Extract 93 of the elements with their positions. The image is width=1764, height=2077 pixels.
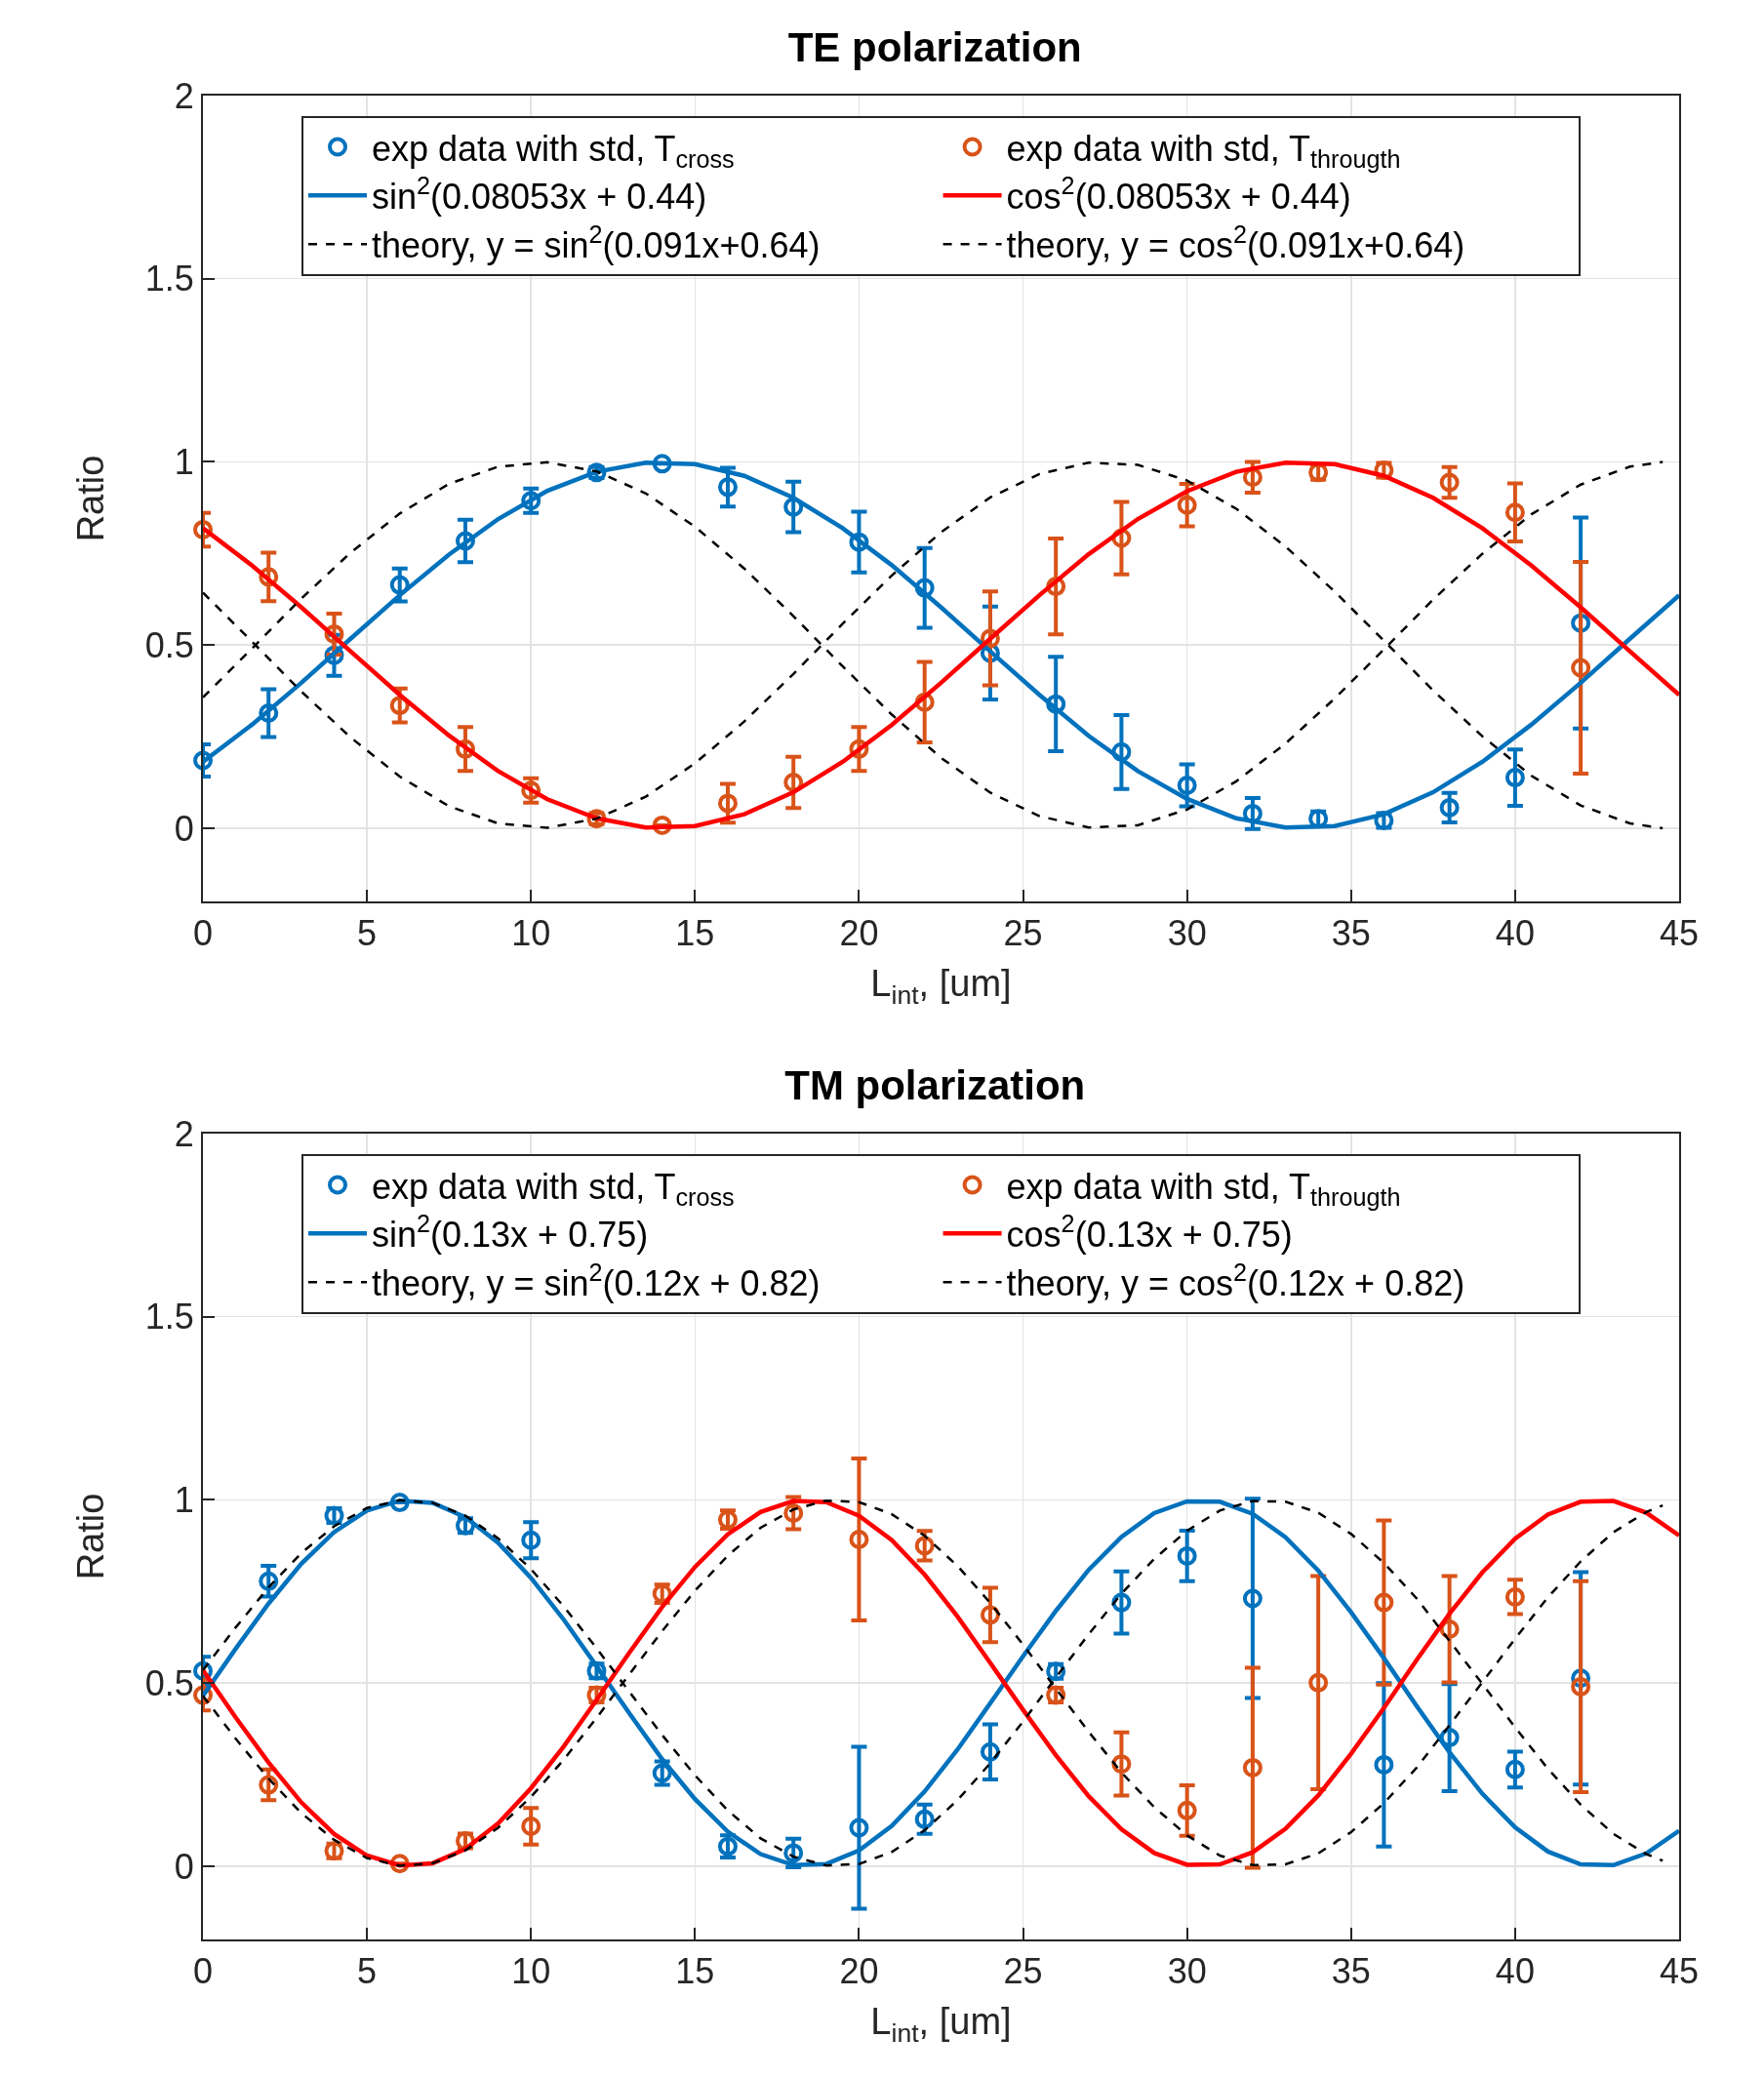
- legend-label: cos$^{2}$(0.08053x + 0.44): [1006, 172, 1351, 218]
- point: [389, 1493, 410, 1513]
- point: [455, 531, 475, 551]
- legend-label: theory, y = sin$^{2}$(0.091x+0.64): [372, 220, 821, 266]
- point: [389, 575, 410, 595]
- x-axis-title: L$_{int}$, [um]: [870, 2000, 1012, 2048]
- point: [1111, 1592, 1132, 1613]
- x-axis-title: L$_{int}$, [um]: [870, 962, 1012, 1010]
- point: [717, 477, 738, 498]
- x-tick-label: 20: [839, 913, 879, 954]
- point: [259, 703, 279, 724]
- legend-label: theory, y = sin$^{2}$(0.12x + 0.82): [372, 1258, 821, 1304]
- point: [849, 532, 869, 552]
- chart-title: TE polarization: [787, 23, 1082, 70]
- point: [1046, 694, 1066, 714]
- point: [717, 793, 738, 814]
- legend-label: sin$^{2}$(0.13x + 0.75): [372, 1210, 649, 1256]
- y-axis-title: Ratio: [70, 455, 112, 542]
- point: [521, 491, 541, 511]
- point: [193, 519, 213, 539]
- x-tick-label: 10: [511, 1951, 551, 1992]
- legend-label: exp data with std, T$_{througth}$: [1006, 1166, 1401, 1212]
- point: [914, 1536, 935, 1556]
- chart-title: TM polarization: [784, 1061, 1086, 1108]
- y-tick-label: 0.5: [144, 1662, 194, 1703]
- y-tick-label: 0: [174, 808, 194, 849]
- x-tick-label: 15: [675, 1951, 715, 1992]
- point: [783, 1502, 804, 1523]
- point: [1374, 1592, 1394, 1613]
- point: [1177, 495, 1197, 515]
- legend-label: exp data with std, T$_{cross}$: [372, 128, 735, 174]
- x-tick-label: 40: [1495, 1951, 1535, 1992]
- point: [1111, 1754, 1132, 1775]
- point: [1504, 1586, 1525, 1607]
- x-tick-label: 25: [1003, 913, 1043, 954]
- y-tick-label: 2: [174, 75, 194, 116]
- x-tick-label: 15: [675, 913, 715, 954]
- point: [1177, 775, 1197, 795]
- point: [1242, 803, 1263, 823]
- x-tick-label: 30: [1167, 913, 1207, 954]
- x-tick-label: 30: [1167, 1951, 1207, 1992]
- point: [849, 1817, 869, 1838]
- point: [1504, 768, 1525, 788]
- point: [193, 750, 213, 771]
- y-tick-label: 1.5: [144, 1297, 194, 1338]
- y-tick-label: 0.5: [144, 624, 194, 665]
- legend-label: sin$^{2}$(0.08053x + 0.44): [372, 172, 707, 218]
- point: [783, 497, 804, 517]
- point: [1111, 741, 1132, 762]
- point: [914, 1809, 935, 1829]
- point: [1177, 1545, 1197, 1566]
- point: [652, 454, 672, 474]
- x-tick-label: 45: [1659, 1951, 1700, 1992]
- point: [652, 1763, 672, 1783]
- y-tick-label: 2: [174, 1113, 194, 1154]
- legend-label: theory, y = cos$^{2}$(0.12x + 0.82): [1006, 1258, 1465, 1304]
- x-tick-label: 10: [511, 913, 551, 954]
- legend-label: exp data with std, T$_{througth}$: [1006, 128, 1401, 174]
- point: [1374, 1754, 1394, 1775]
- point: [1571, 1676, 1591, 1697]
- x-tick-label: 35: [1331, 1951, 1371, 1992]
- point: [1242, 1757, 1263, 1777]
- point: [914, 578, 935, 598]
- x-tick-label: 25: [1003, 1951, 1043, 1992]
- y-tick-label: 0: [174, 1846, 194, 1887]
- point: [1504, 1759, 1525, 1779]
- point: [521, 1530, 541, 1550]
- x-tick-label: 35: [1331, 913, 1371, 954]
- point: [1439, 472, 1460, 493]
- y-tick-label: 1: [174, 1480, 194, 1521]
- x-tick-label: 5: [357, 1951, 378, 1992]
- x-tick-label: 45: [1659, 913, 1700, 954]
- x-tick-label: 5: [357, 913, 378, 954]
- legend-label: exp data with std, T$_{cross}$: [372, 1166, 735, 1212]
- point: [1308, 1672, 1329, 1693]
- point: [259, 1571, 279, 1591]
- point: [521, 1816, 541, 1836]
- y-tick-label: 1.5: [144, 259, 194, 300]
- point: [1571, 658, 1591, 678]
- point: [783, 1843, 804, 1863]
- legend-label: theory, y = cos$^{2}$(0.091x+0.64): [1006, 220, 1465, 266]
- point: [1504, 502, 1525, 523]
- x-tick-label: 40: [1495, 913, 1535, 954]
- point: [259, 1775, 279, 1795]
- point: [1242, 1588, 1263, 1609]
- point: [1439, 1728, 1460, 1748]
- y-axis-title: Ratio: [70, 1493, 112, 1580]
- x-tick-label: 20: [839, 1951, 879, 1992]
- point: [1177, 1800, 1197, 1820]
- legend-label: cos$^{2}$(0.13x + 0.75): [1006, 1210, 1293, 1256]
- y-tick-label: 1: [174, 442, 194, 483]
- point: [849, 1530, 869, 1549]
- point: [1439, 797, 1460, 818]
